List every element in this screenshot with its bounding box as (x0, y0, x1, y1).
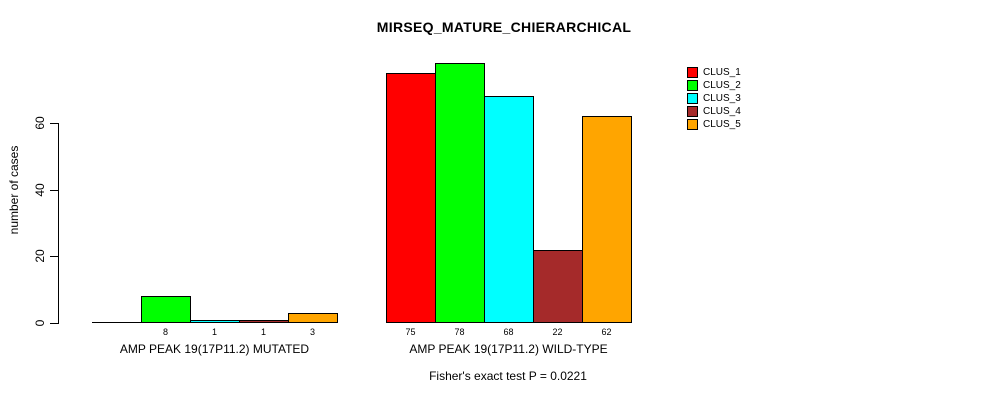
bar-value-label: 75 (405, 327, 416, 337)
legend-color-swatch (687, 80, 698, 91)
bar-clus_4 (239, 320, 289, 323)
y-axis-tick-label: 0 (33, 319, 47, 327)
bar-clus_2 (141, 296, 191, 323)
bar-value-label: 68 (503, 327, 514, 337)
bar-value-label: 1 (260, 327, 267, 337)
legend: CLUS_1 CLUS_2 CLUS_3 CLUS_4 CLUS_5 (687, 66, 741, 131)
bar-clus_3 (190, 320, 240, 323)
annotation-fisher-test: Fisher's exact test P = 0.0221 (429, 369, 587, 383)
bar-clus_1 (386, 73, 436, 323)
x-axis-group-label: AMP PEAK 19(17P11.2) MUTATED (119, 342, 310, 356)
bar-value-label: 3 (309, 327, 316, 337)
y-axis-tick-label: 40 (33, 183, 47, 197)
bar-clus_5 (582, 116, 632, 323)
y-axis-tick-label: 20 (33, 249, 47, 263)
y-axis-tick-label: 60 (33, 116, 47, 130)
bar-value-label: 22 (552, 327, 563, 337)
legend-item: CLUS_3 (687, 92, 741, 105)
bar-clus_5 (288, 313, 338, 323)
legend-item-label: CLUS_1 (703, 67, 741, 78)
legend-item: CLUS_4 (687, 105, 741, 118)
legend-item-label: CLUS_3 (703, 93, 741, 104)
legend-item-label: CLUS_5 (703, 119, 741, 130)
y-axis-tick (50, 256, 58, 257)
legend-item-label: CLUS_2 (703, 80, 741, 91)
y-axis-tick (50, 190, 58, 191)
bar-zero-height (92, 322, 142, 323)
legend-color-swatch (687, 106, 698, 117)
bar-value-label: 78 (454, 327, 465, 337)
bar-clus_4 (533, 250, 583, 323)
x-axis-group-label: AMP PEAK 19(17P11.2) WILD-TYPE (409, 342, 608, 356)
legend-item: CLUS_2 (687, 79, 741, 92)
y-axis-tick (50, 323, 58, 324)
bar-clus_2 (435, 63, 485, 323)
legend-color-swatch (687, 67, 698, 78)
bar-value-label: 8 (162, 327, 169, 337)
legend-color-swatch (687, 93, 698, 104)
bar-value-label: 1 (211, 327, 218, 337)
y-axis-line (58, 123, 59, 324)
legend-item-label: CLUS_4 (703, 106, 741, 117)
legend-item: CLUS_1 (687, 66, 741, 79)
legend-color-swatch (687, 119, 698, 130)
bar-value-label: 62 (601, 327, 612, 337)
y-axis-tick (50, 123, 58, 124)
chart-title: MIRSEQ_MATURE_CHIERARCHICAL (376, 19, 632, 35)
bar-clus_3 (484, 96, 534, 323)
legend-item: CLUS_5 (687, 118, 741, 131)
